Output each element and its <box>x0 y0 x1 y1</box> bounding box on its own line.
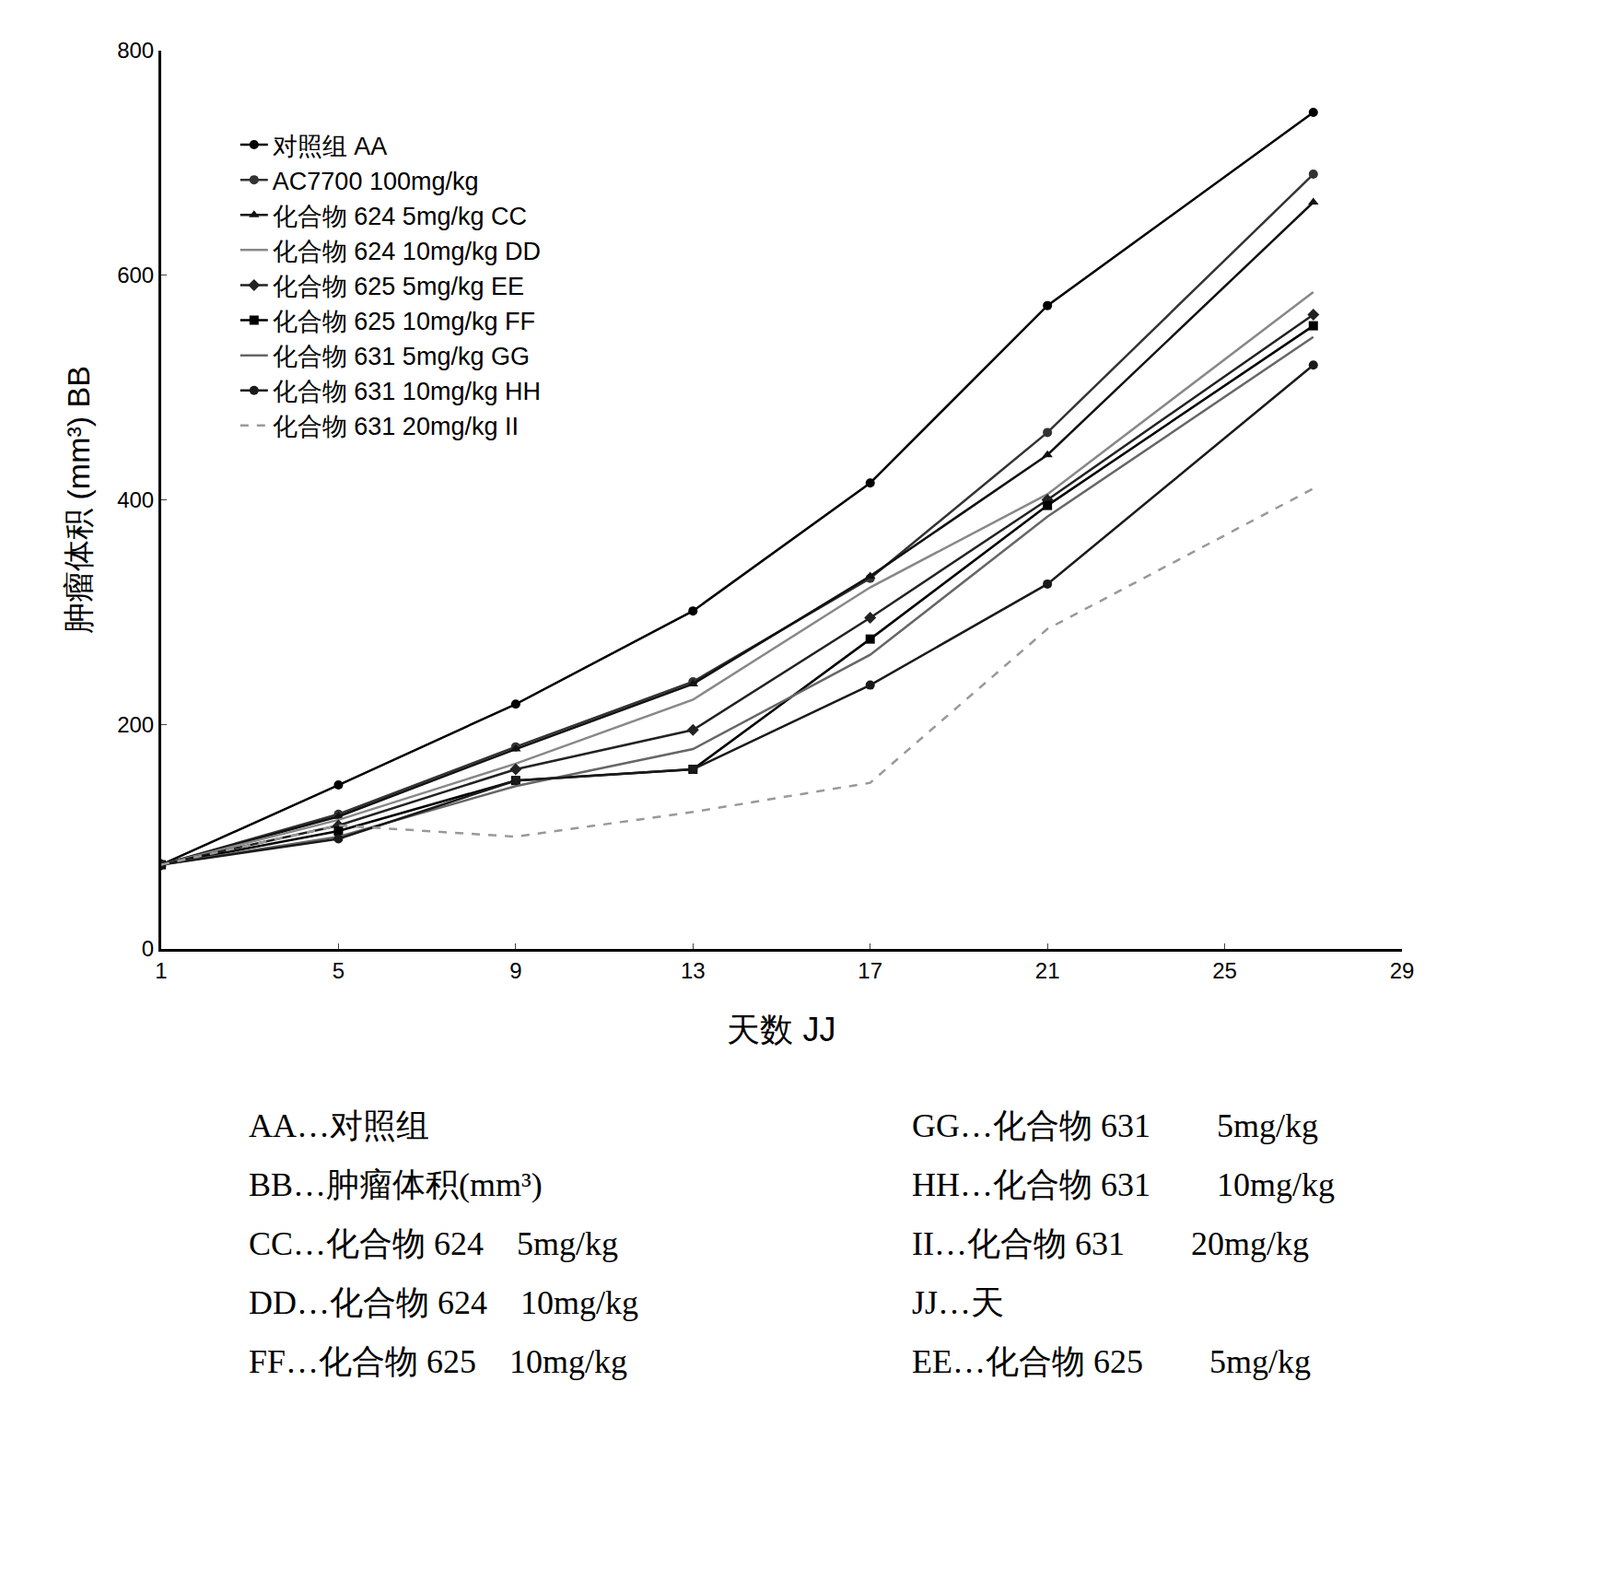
html-text:FF…化合物 625 10mg/kg: FF…化合物 625 10mg/kg <box>248 1342 628 1380</box>
html-text:BB…肿瘤体积(mm³): BB…肿瘤体积(mm³) <box>248 1165 543 1203</box>
svg-text:化合物 631 10mg/kg HH: 化合物 631 10mg/kg HH <box>272 377 541 406</box>
svg-text:化合物 624 10mg/kg DD: 化合物 624 10mg/kg DD <box>272 237 541 266</box>
svg-text:400: 400 <box>116 487 154 513</box>
svg-text:AC7700 100mg/kg: AC7700 100mg/kg <box>272 167 479 196</box>
svg-text:200: 200 <box>116 712 154 737</box>
svg-text:1: 1 <box>154 957 167 983</box>
html-text:AA…对照组: AA…对照组 <box>248 1106 430 1144</box>
html-text:GG…化合物 631 5mg/kg: GG…化合物 631 5mg/kg <box>911 1106 1319 1144</box>
svg-text:肿瘤体积 (mm³) BB: 肿瘤体积 (mm³) BB <box>60 365 96 634</box>
svg-text:29: 29 <box>1389 957 1415 983</box>
svg-text:25: 25 <box>1212 957 1238 983</box>
svg-text:化合物 624 5mg/kg CC: 化合物 624 5mg/kg CC <box>272 202 527 231</box>
svg-text:化合物 631 20mg/kg II: 化合物 631 20mg/kg II <box>272 412 519 441</box>
svg-text:21: 21 <box>1035 957 1061 983</box>
svg-text:17: 17 <box>857 957 883 983</box>
html-text:JJ…天: JJ…天 <box>911 1283 1005 1321</box>
svg-text:800: 800 <box>116 37 154 63</box>
svg-text:天数 JJ: 天数 JJ <box>726 1010 836 1049</box>
svg-text:600: 600 <box>116 262 154 288</box>
svg-text:9: 9 <box>509 957 522 983</box>
html-text:II…化合物 631 20mg/kg: II…化合物 631 20mg/kg <box>911 1224 1309 1262</box>
svg-text:化合物 631 5mg/kg GG: 化合物 631 5mg/kg GG <box>272 342 530 371</box>
svg-text:化合物 625 10mg/kg FF: 化合物 625 10mg/kg FF <box>272 307 536 336</box>
svg-text:对照组 AA: 对照组 AA <box>272 132 388 161</box>
svg-text:0: 0 <box>141 935 154 961</box>
svg-text:化合物 625 5mg/kg EE: 化合物 625 5mg/kg EE <box>272 272 525 301</box>
html-text:HH…化合物 631 10mg/kg: HH…化合物 631 10mg/kg <box>911 1165 1335 1203</box>
html-text:EE…化合物 625 5mg/kg: EE…化合物 625 5mg/kg <box>911 1342 1311 1380</box>
html-text:DD…化合物 624 10mg/kg: DD…化合物 624 10mg/kg <box>248 1283 639 1321</box>
svg-text:5: 5 <box>332 957 345 983</box>
html-text:CC…化合物 624 5mg/kg: CC…化合物 624 5mg/kg <box>248 1224 619 1262</box>
svg-text:13: 13 <box>680 957 706 983</box>
